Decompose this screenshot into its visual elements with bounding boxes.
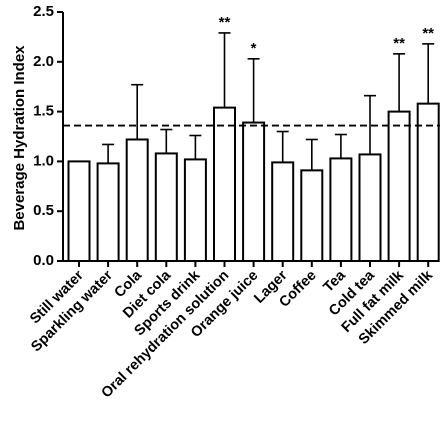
y-tick-label: 2.5 (33, 3, 54, 20)
significance-marker: * (251, 40, 257, 57)
y-tick-label: 1.0 (33, 152, 54, 169)
bar (329, 157, 353, 262)
bar (358, 153, 382, 262)
y-axis: 0.0 0.5 1.0 1.5 2.0 2.5 (33, 3, 64, 269)
significance-markers: *** **** (219, 14, 435, 57)
significance-marker: ** (422, 25, 434, 42)
y-tick-label: 0.0 (33, 252, 54, 269)
y-tick-label: 1.5 (33, 103, 54, 120)
error-bars (102, 32, 435, 171)
significance-marker: ** (219, 14, 231, 31)
bar (67, 160, 91, 262)
bar (96, 162, 120, 262)
y-axis-label-group: Beverage Hydration Index (11, 45, 28, 231)
y-axis-label: Beverage Hydration Index (11, 45, 28, 231)
y-tick-label: 0.5 (33, 202, 54, 219)
bar (154, 152, 178, 263)
bar (125, 138, 149, 263)
bar (416, 102, 440, 262)
bar (183, 158, 207, 263)
bar (271, 161, 295, 262)
bar (242, 121, 266, 262)
bar (300, 169, 324, 262)
y-tick-label: 2.0 (33, 53, 54, 70)
significance-marker: ** (393, 35, 405, 52)
bar (213, 106, 236, 262)
bars (67, 102, 440, 263)
bar (387, 110, 411, 262)
